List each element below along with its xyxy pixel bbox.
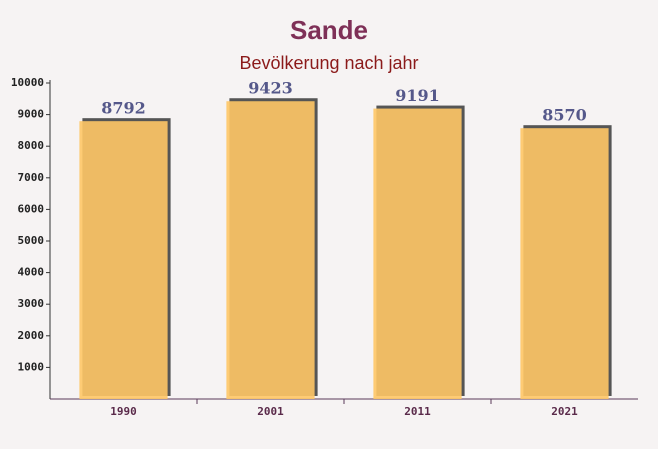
y-tick-label: 4000 [18,266,45,279]
x-tick-label: 2011 [404,405,431,418]
x-tick-label: 1990 [110,405,137,418]
bar [226,101,315,399]
bar [373,108,462,400]
y-tick-label: 10000 [11,76,44,89]
y-tick-label: 6000 [18,202,45,215]
chart-subtitle: Bevölkerung nach jahr [239,53,418,73]
x-tick-label: 2021 [551,405,578,418]
value-label: 8792 [101,99,146,118]
y-tick-label: 3000 [18,297,45,310]
y-tick-label: 2000 [18,329,45,342]
y-tick-label: 7000 [18,171,45,184]
y-tick-label: 8000 [18,139,45,152]
y-tick-label: 1000 [18,360,45,373]
value-label: 9423 [248,79,293,98]
bar [79,121,168,400]
y-tick-label: 9000 [18,108,45,121]
y-tick-label: 5000 [18,234,45,247]
value-label: 9191 [395,86,440,105]
bar [520,128,609,400]
chart-title: Sande [290,15,368,45]
value-label: 8570 [542,106,587,125]
x-tick-label: 2001 [257,405,284,418]
